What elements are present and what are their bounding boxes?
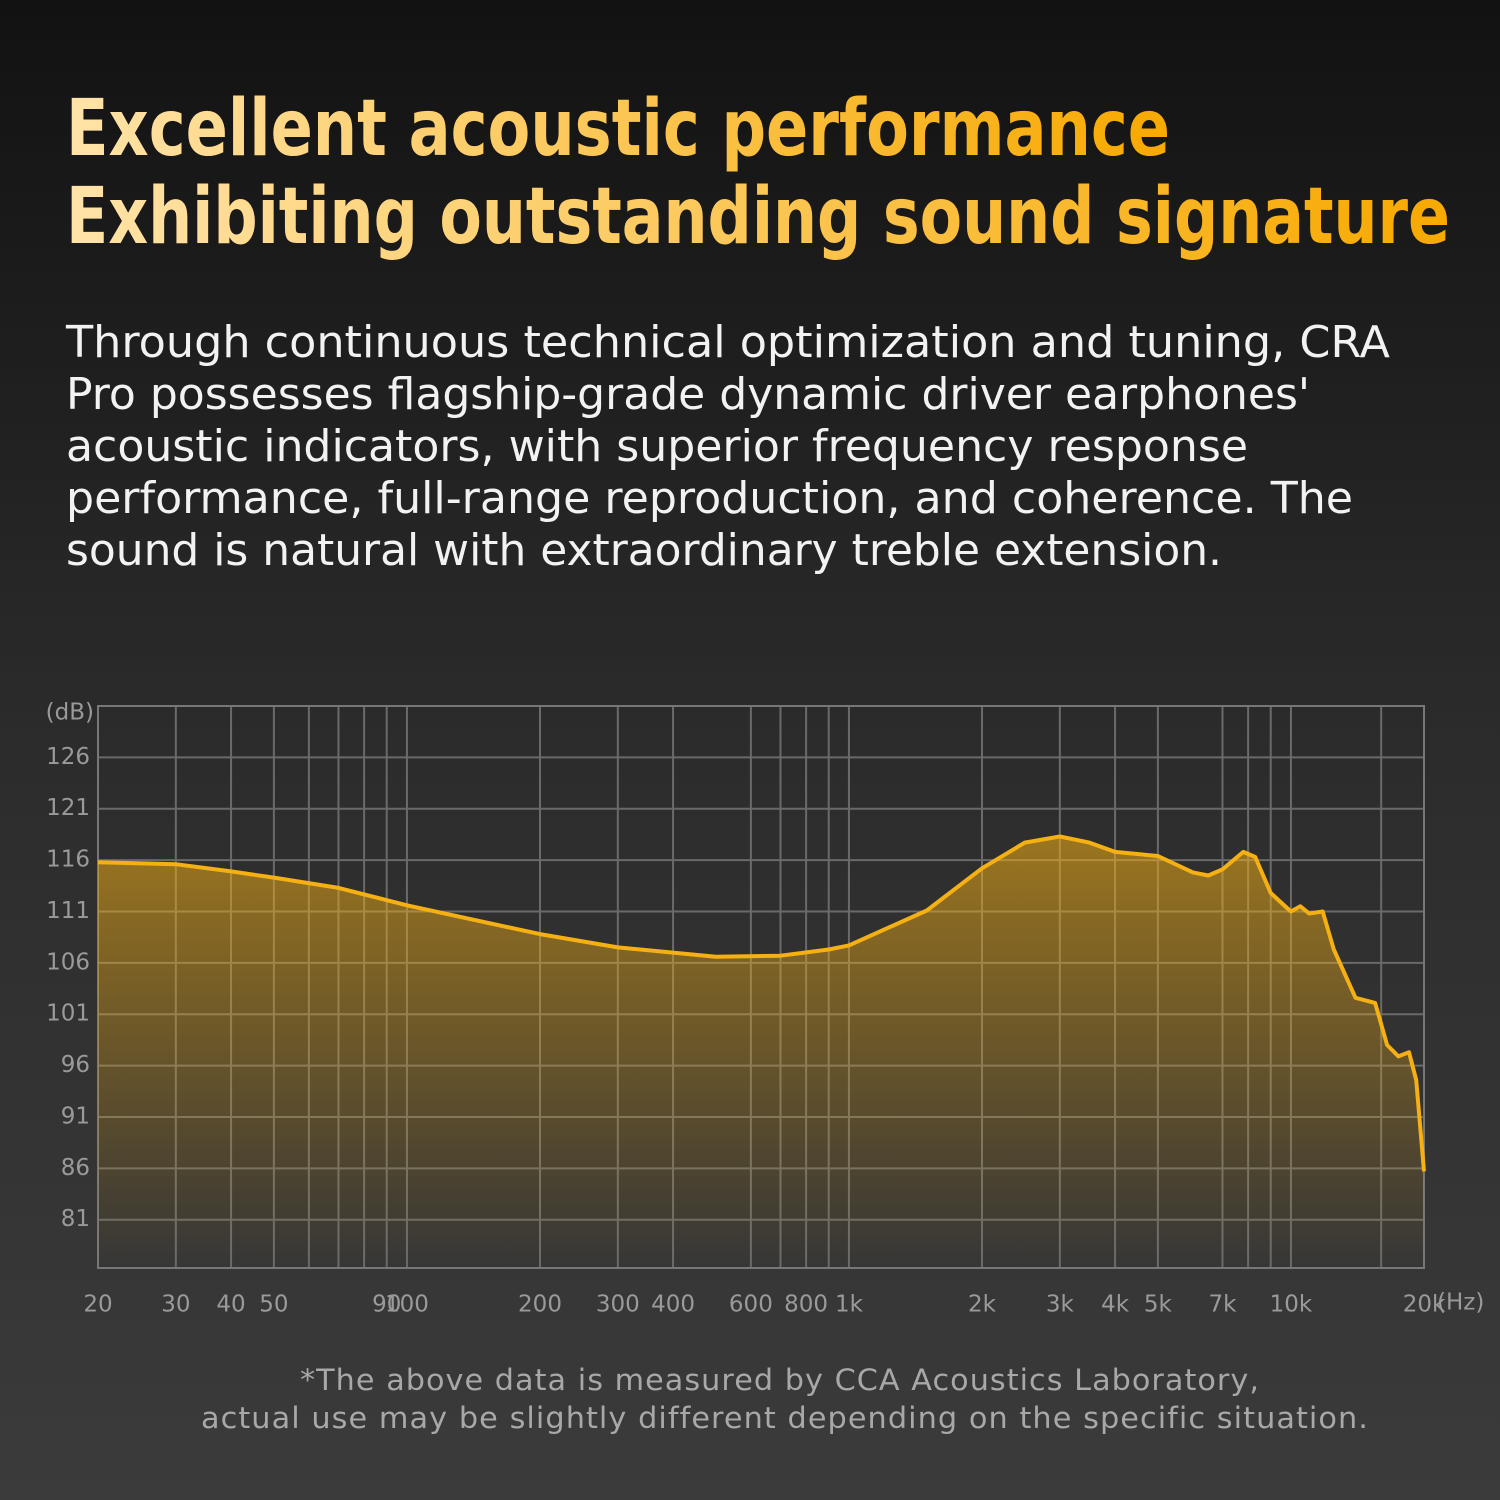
y-tick-label: 111 xyxy=(46,898,90,924)
y-tick-label: 81 xyxy=(61,1206,90,1232)
x-tick-label: 200 xyxy=(518,1292,562,1318)
x-tick-label: 50 xyxy=(259,1292,288,1318)
x-tick-label: 7k xyxy=(1209,1292,1238,1318)
x-tick-label: 100 xyxy=(385,1292,429,1318)
area xyxy=(98,836,1424,1268)
x-tick-label: 90 xyxy=(372,1292,401,1318)
y-axis-label: (dB) xyxy=(46,700,94,726)
y-tick-label: 121 xyxy=(46,795,90,821)
chart: 81 86 91 96 101 106 111 116 121 126 (dB) 20 30 40 50 90… xyxy=(46,700,1485,1318)
x-tick-label: 20k xyxy=(1403,1292,1446,1318)
x-tick-label: 10k xyxy=(1270,1292,1313,1318)
body-text: sound is natural with extraordinary treb… xyxy=(66,525,1222,576)
title: Excellent acoustic performance xyxy=(66,84,1170,174)
body-text: acoustic indicators, with superior frequ… xyxy=(66,421,1248,472)
x-tick-label: 600 xyxy=(729,1292,773,1318)
x-tick-label: 1k xyxy=(835,1292,864,1318)
x-tick-label: 4k xyxy=(1101,1292,1130,1318)
y-tick-label: 126 xyxy=(46,744,90,770)
y-tick-label: 106 xyxy=(46,949,90,975)
y-tick-label: 91 xyxy=(61,1103,90,1129)
body-text: Pro possesses flagship-grade dynamic dri… xyxy=(66,369,1310,420)
x-tick-label: 20 xyxy=(83,1292,112,1318)
x-tick-label: 3k xyxy=(1046,1292,1075,1318)
y-tick-label: 96 xyxy=(61,1052,90,1078)
x-tick-label: 5k xyxy=(1144,1292,1173,1318)
body-text: Through continuous technical optimizatio… xyxy=(65,317,1390,368)
x-tick-label: 300 xyxy=(596,1292,640,1318)
x-axis-label: (Hz) xyxy=(1437,1290,1484,1316)
line xyxy=(97,834,1426,1172)
x-tick-label: 800 xyxy=(784,1292,828,1318)
y-tick-label: 101 xyxy=(46,1001,90,1027)
x-tick-label: 30 xyxy=(161,1292,190,1318)
footnote: actual use may be slightly different dep… xyxy=(201,1401,1369,1435)
x-tick-label: 40 xyxy=(216,1292,245,1318)
body-text: performance, full-range reproduction, an… xyxy=(66,473,1353,524)
x-tick-label: 400 xyxy=(651,1292,695,1318)
y-tick-label: 116 xyxy=(46,847,90,873)
y-tick-label: 86 xyxy=(61,1155,90,1181)
footnote: *The above data is measured by CCA Acous… xyxy=(300,1363,1260,1397)
title: Exhibiting outstanding sound signature xyxy=(66,172,1450,262)
x-tick-label: 2k xyxy=(968,1292,997,1318)
